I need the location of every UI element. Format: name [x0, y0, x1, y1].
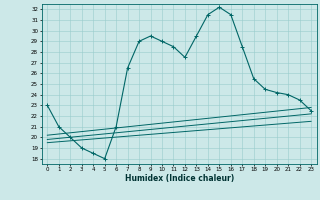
X-axis label: Humidex (Indice chaleur): Humidex (Indice chaleur): [124, 174, 234, 183]
